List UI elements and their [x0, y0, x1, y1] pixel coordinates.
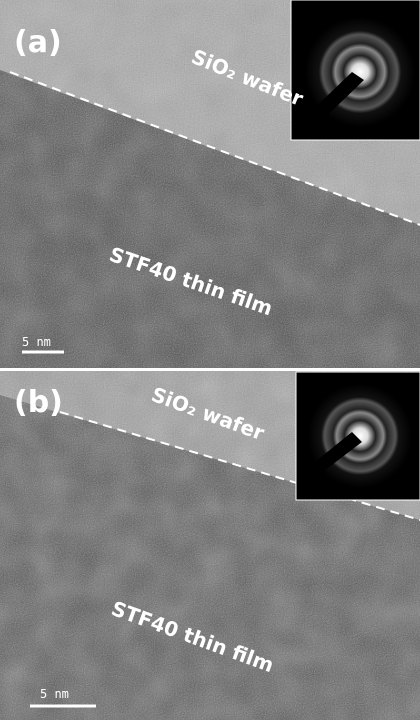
- scale-bar-label: 5 nm: [22, 335, 51, 349]
- panel-label: (b): [14, 385, 63, 420]
- scale-bar-label: 5 nm: [40, 687, 69, 701]
- figure: (a) SiO₂ wafer STF40 thin film 5 nm (b) …: [0, 0, 420, 720]
- panel-label: (a): [14, 25, 62, 60]
- page: (a) SiO₂ wafer STF40 thin film 5 nm (b) …: [0, 0, 420, 720]
